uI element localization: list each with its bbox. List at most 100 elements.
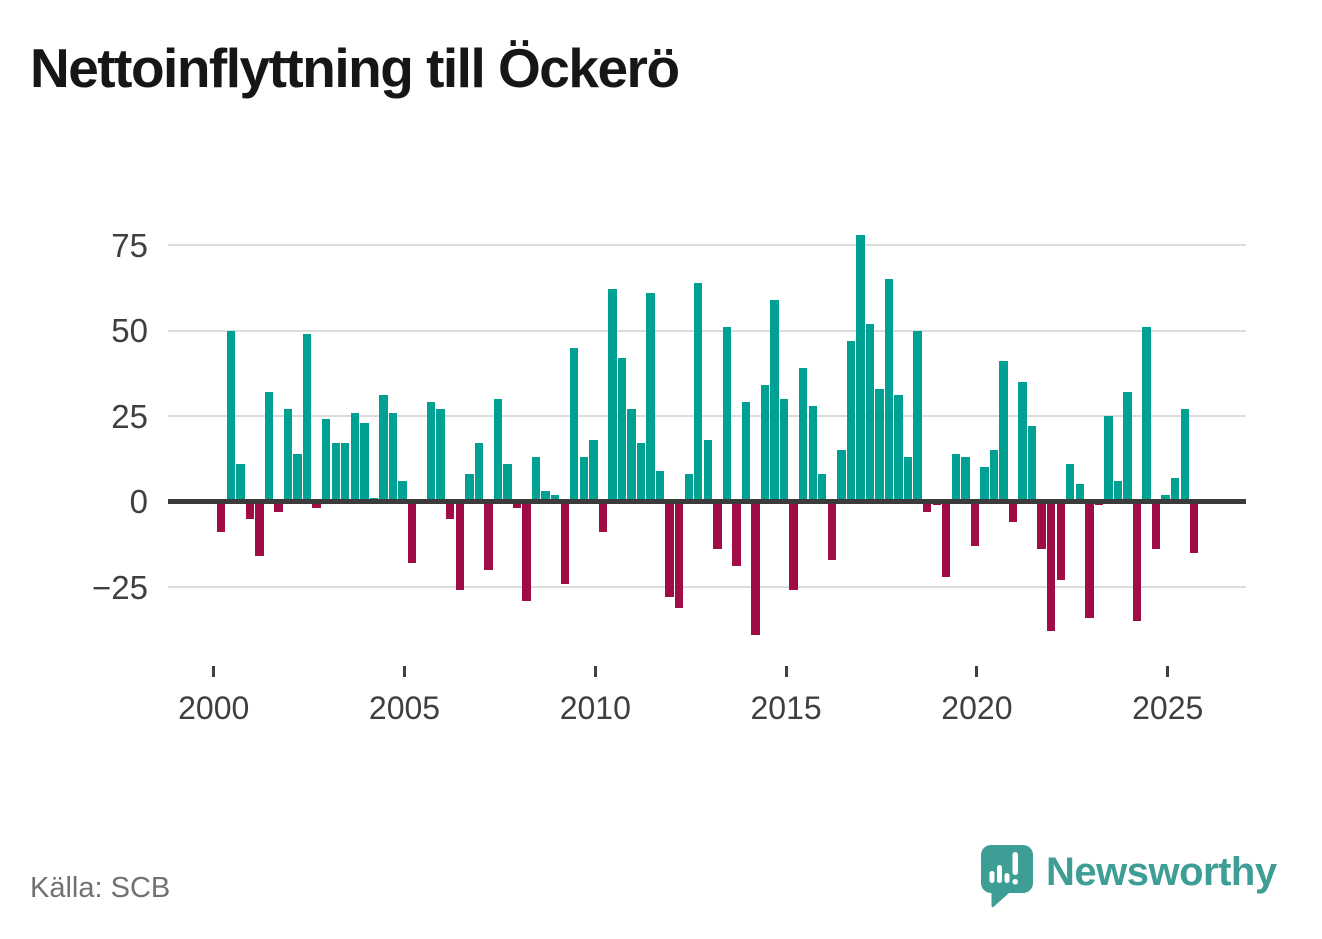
bar-2009-Q2 <box>570 347 579 502</box>
bar-2008-Q2 <box>531 457 541 502</box>
bar-2021-Q4 <box>1046 501 1056 632</box>
y-axis-label-50: 50 <box>111 312 148 349</box>
bar-2002-Q4 <box>322 419 331 502</box>
bar-2002-Q3 <box>312 501 321 509</box>
bar-2004-Q4 <box>398 480 407 502</box>
bar-2017-Q1 <box>865 323 875 502</box>
bar-2007-Q3 <box>503 463 512 502</box>
y-axis-label-75: 75 <box>111 226 148 264</box>
bar-2002-Q2 <box>302 333 312 502</box>
bar-2013-Q1 <box>713 501 722 550</box>
bar-2000-Q3 <box>236 463 245 502</box>
bar-2012-Q4 <box>703 439 712 502</box>
exclamation-dot-icon <box>1012 879 1018 885</box>
bar-2007-Q4 <box>512 501 522 509</box>
bar-2011-Q1 <box>636 443 646 502</box>
bar-2019-Q2 <box>951 453 960 502</box>
x-tick-label-2010: 2010 <box>559 690 631 726</box>
bar-2008-Q4 <box>550 494 560 502</box>
newsworthy-speech-bubble-icon <box>981 845 1033 908</box>
bar-2017-Q2 <box>875 388 884 502</box>
bar-2018-Q1 <box>903 457 913 502</box>
bar-2001-Q4 <box>283 409 293 502</box>
chart-title: Nettoinflyttning till Öckerö <box>30 37 680 99</box>
bar-2022-Q2 <box>1066 463 1075 502</box>
bar-2014-Q4 <box>779 398 789 502</box>
bar-2023-Q2 <box>1104 416 1113 502</box>
bar-2023-Q4 <box>1123 392 1132 502</box>
bar-2016-Q1 <box>827 501 836 560</box>
bar-2010-Q2 <box>608 289 617 502</box>
bar-2024-Q1 <box>1132 501 1142 622</box>
bar-2015-Q3 <box>808 405 817 502</box>
bar-2024-Q3 <box>1151 501 1161 550</box>
bar-2022-Q3 <box>1075 484 1084 502</box>
x-tick-2000 <box>212 666 216 677</box>
x-tick-2015 <box>784 666 788 677</box>
bar-2012-Q1 <box>674 501 684 608</box>
bar-2006-Q2 <box>455 501 464 591</box>
bar-2004-Q2 <box>379 395 388 502</box>
bar-2025-Q1 <box>1171 477 1180 502</box>
brand-logo: Newsworthy <box>981 845 1277 909</box>
bar-2003-Q4 <box>360 422 369 502</box>
x-tick-label-2005: 2005 <box>368 690 441 726</box>
bar-2014-Q2 <box>760 385 770 502</box>
bar-2007-Q2 <box>493 398 503 502</box>
bar-2018-Q2 <box>913 330 922 502</box>
bar-2020-Q1 <box>980 467 989 502</box>
bar-2002-Q1 <box>293 453 302 502</box>
bar-2020-Q4 <box>1008 501 1018 523</box>
bar-2015-Q1 <box>789 501 798 591</box>
bar-2006-Q1 <box>446 501 455 519</box>
bar-2006-Q3 <box>465 474 474 502</box>
x-tick-label-2020: 2020 <box>941 690 1013 726</box>
bar-2020-Q3 <box>999 361 1008 502</box>
bar-2011-Q4 <box>665 501 674 598</box>
bar-2001-Q3 <box>274 501 283 512</box>
bar-2011-Q3 <box>655 470 665 502</box>
bar-2008-Q1 <box>522 501 531 601</box>
bar-2003-Q3 <box>350 412 360 502</box>
x-tick-2025 <box>1166 666 1170 677</box>
bar-2010-Q4 <box>627 409 636 502</box>
y-axis-label--25: −25 <box>92 568 148 606</box>
source-note: Källa: SCB <box>30 872 171 904</box>
x-tick-2010 <box>593 666 597 677</box>
bar-2012-Q2 <box>684 474 693 502</box>
bar-2005-Q3 <box>426 402 436 502</box>
bar-2019-Q1 <box>942 501 951 577</box>
bar-2000-Q1 <box>217 501 226 533</box>
bar-2015-Q4 <box>818 474 827 502</box>
bar-2009-Q3 <box>579 457 588 502</box>
bar-2012-Q3 <box>694 282 703 502</box>
y-axis-label-25: 25 <box>111 397 148 435</box>
bar-2016-Q4 <box>856 234 865 502</box>
bar-2010-Q3 <box>617 357 627 502</box>
zero-axis-line <box>168 499 1246 504</box>
gridline--25 <box>168 586 1246 588</box>
bar-2000-Q2 <box>226 330 236 502</box>
x-tick-2020 <box>975 666 979 677</box>
bar-2019-Q4 <box>970 501 980 546</box>
x-tick-label-2000: 2000 <box>178 690 250 726</box>
bar-2025-Q2 <box>1180 409 1189 502</box>
bar-2005-Q1 <box>407 501 417 564</box>
bar-2013-Q3 <box>732 501 741 567</box>
bar-2016-Q3 <box>846 340 856 502</box>
bar-2015-Q2 <box>798 368 808 502</box>
bar-2024-Q2 <box>1142 327 1151 502</box>
brand-name: Newsworthy <box>1046 850 1277 894</box>
gridline-50 <box>168 329 1246 332</box>
bar-2024-Q4 <box>1161 494 1170 502</box>
bar-2011-Q2 <box>646 292 655 502</box>
bar-2005-Q4 <box>436 409 445 502</box>
y-axis-label-0: 0 <box>129 483 148 520</box>
bar-2020-Q2 <box>989 450 999 502</box>
bar-2000-Q4 <box>245 501 255 519</box>
bar-2001-Q2 <box>264 392 274 502</box>
bar-2017-Q4 <box>894 395 903 502</box>
mini-bar-icon <box>989 871 995 883</box>
bar-2021-Q3 <box>1037 501 1046 550</box>
